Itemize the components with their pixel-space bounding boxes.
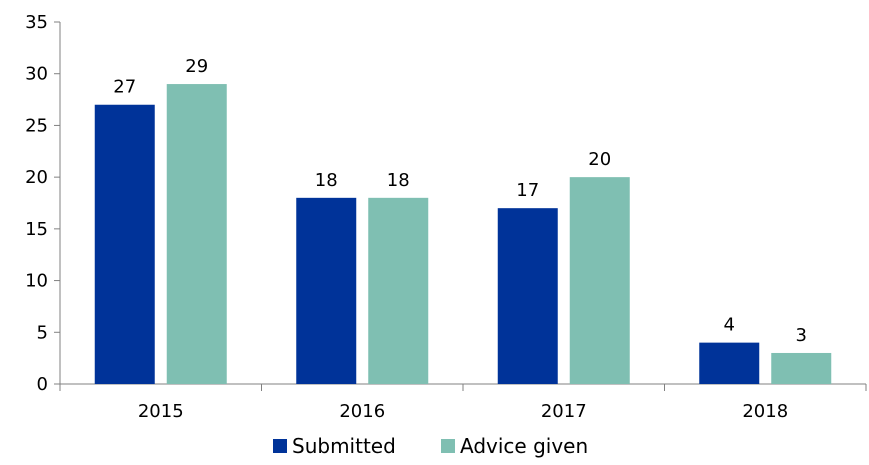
bar-submitted <box>94 104 155 384</box>
y-tick-label: 20 <box>25 167 48 188</box>
legend-item-submitted: Submitted <box>273 434 396 458</box>
bar-advice-given <box>368 197 429 384</box>
y-tick-label: 5 <box>37 322 48 343</box>
bar-advice-given <box>771 352 832 384</box>
y-tick-label: 30 <box>25 64 48 85</box>
data-label: 17 <box>516 180 539 201</box>
x-tick-label: 2016 <box>339 401 385 422</box>
legend-swatch <box>441 439 455 453</box>
y-tick-label: 0 <box>37 374 48 395</box>
bar-advice-given <box>166 84 227 385</box>
y-tick-label: 25 <box>25 115 48 136</box>
y-tick-label: 10 <box>25 271 48 292</box>
x-tick-label: 2015 <box>138 401 184 422</box>
legend-item-advice-given: Advice given <box>441 434 588 458</box>
data-labels: 27 29 18 18 17 20 4 3 <box>113 56 807 346</box>
y-tick-label: 35 <box>25 12 48 33</box>
legend: Submitted Advice given <box>273 434 588 458</box>
legend-swatch <box>273 439 287 453</box>
data-label: 4 <box>724 315 735 336</box>
x-tick-label: 2018 <box>742 401 788 422</box>
bar-advice-given <box>569 177 630 384</box>
x-tick-label: 2017 <box>541 401 587 422</box>
data-label: 29 <box>185 56 208 77</box>
x-axis: 2015 2016 2017 2018 <box>59 383 867 422</box>
data-label: 3 <box>796 325 807 346</box>
legend-label: Advice given <box>460 434 588 458</box>
data-label: 20 <box>588 149 611 170</box>
y-tick-label: 15 <box>25 219 48 240</box>
data-label: 18 <box>315 170 338 191</box>
bar-submitted <box>497 208 558 384</box>
bar-submitted <box>699 342 760 384</box>
data-label: 18 <box>387 170 410 191</box>
y-axis: 0 5 10 15 20 25 30 35 <box>25 12 61 395</box>
legend-label: Submitted <box>292 434 396 458</box>
bars <box>94 84 832 385</box>
data-label: 27 <box>113 77 136 98</box>
bar-submitted <box>296 197 357 384</box>
